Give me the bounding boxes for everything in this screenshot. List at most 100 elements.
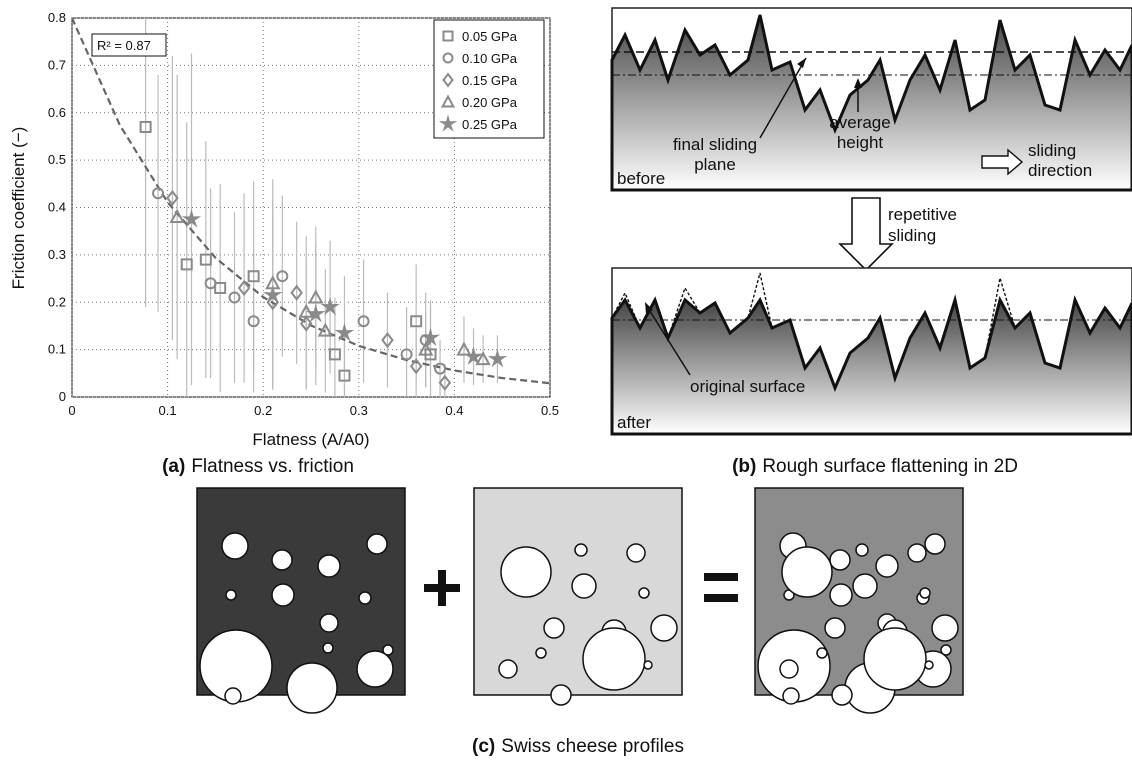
marker (247, 270, 260, 283)
label: sliding (1028, 141, 1076, 160)
marker (334, 322, 355, 342)
marker (263, 284, 283, 304)
label: final sliding (673, 135, 757, 154)
marker (456, 341, 472, 356)
pore (582, 627, 646, 691)
marker (409, 358, 423, 375)
x-tick-label: 0.2 (254, 403, 272, 418)
pore (271, 549, 293, 571)
caption-text: Flatness vs. friction (191, 456, 354, 477)
pore (382, 644, 394, 656)
y-tick-label: 0.1 (48, 342, 66, 357)
legend-label: 0.10 GPa (462, 51, 518, 66)
pore (824, 617, 846, 639)
marker (180, 258, 193, 271)
legend-label: 0.05 GPa (462, 29, 518, 44)
pore (550, 684, 572, 706)
pore (863, 627, 927, 691)
pore (358, 591, 372, 605)
pore (829, 549, 851, 571)
pore (500, 546, 552, 598)
y-tick-label: 0.5 (48, 152, 66, 167)
pore (317, 554, 341, 578)
marker (237, 279, 251, 297)
pore (319, 613, 339, 633)
marker (440, 94, 456, 108)
marker (139, 120, 152, 133)
caption: (b) Rough surface flattening in 2D (732, 456, 1018, 477)
marker (308, 289, 324, 304)
pore (221, 532, 249, 560)
marker (214, 282, 227, 295)
annotation-box (91, 33, 167, 57)
arrow-head (854, 78, 862, 88)
original-surface (611, 272, 1132, 390)
y-tick-label: 0.7 (48, 57, 66, 72)
pore (924, 533, 946, 555)
marker (276, 270, 289, 283)
pore (638, 587, 650, 599)
marker (463, 346, 484, 365)
caption-label: (b) (732, 456, 756, 477)
pore (543, 617, 565, 639)
pore (356, 650, 394, 688)
x-tick-label: 0.4 (445, 403, 463, 418)
pore (855, 543, 869, 557)
marker (166, 189, 179, 207)
marker (328, 348, 341, 361)
pore (574, 543, 588, 557)
marker (204, 277, 217, 290)
y-tick-label: 0.3 (48, 247, 66, 262)
panel-c (196, 487, 964, 714)
label: direction (1028, 161, 1092, 180)
marker (420, 327, 441, 347)
caption: (c) Swiss cheese profiles (472, 736, 684, 757)
pore (907, 543, 927, 563)
y-axis-label: Friction coefficient (−) (9, 127, 28, 290)
marker (434, 362, 447, 375)
pore (919, 587, 931, 599)
x-tick-label: 0.1 (159, 403, 177, 418)
marker (306, 303, 326, 323)
marker (247, 315, 260, 328)
arrow (759, 57, 807, 139)
caption-label: (c) (472, 736, 495, 757)
pore (940, 644, 952, 656)
arrow-head (645, 302, 653, 314)
marker (338, 369, 351, 382)
marker (424, 348, 437, 361)
label: original surface (690, 377, 805, 396)
label: before (617, 169, 665, 188)
caption-text: Swiss cheese profiles (501, 736, 684, 757)
marker (290, 284, 303, 301)
marker (357, 315, 370, 328)
marker (152, 187, 165, 200)
label: average (829, 113, 890, 132)
marker (442, 30, 454, 42)
label: sliding (888, 226, 936, 245)
label: repetitive (888, 205, 957, 224)
marker (438, 114, 458, 132)
label: height (837, 133, 884, 152)
pore (498, 659, 518, 679)
pore (224, 687, 242, 705)
pore (626, 543, 646, 563)
pore (852, 573, 878, 599)
down-arrow (838, 197, 894, 272)
pore (286, 662, 338, 714)
caption-text: Rough surface flattening in 2D (762, 456, 1018, 477)
pore (829, 583, 853, 607)
label: plane (694, 155, 736, 174)
marker (442, 52, 454, 64)
equals (704, 573, 738, 581)
caption: (a) Flatness vs. friction (162, 456, 354, 477)
marker (438, 374, 452, 391)
marker (400, 348, 413, 361)
pore (535, 647, 547, 659)
x-tick-label: 0.5 (541, 403, 559, 418)
panel-b: final sliding plane average height slidi… (610, 7, 1132, 436)
direction-arrow (981, 148, 1024, 176)
annotation: R² = 0.87 (97, 38, 151, 53)
marker (299, 315, 313, 332)
